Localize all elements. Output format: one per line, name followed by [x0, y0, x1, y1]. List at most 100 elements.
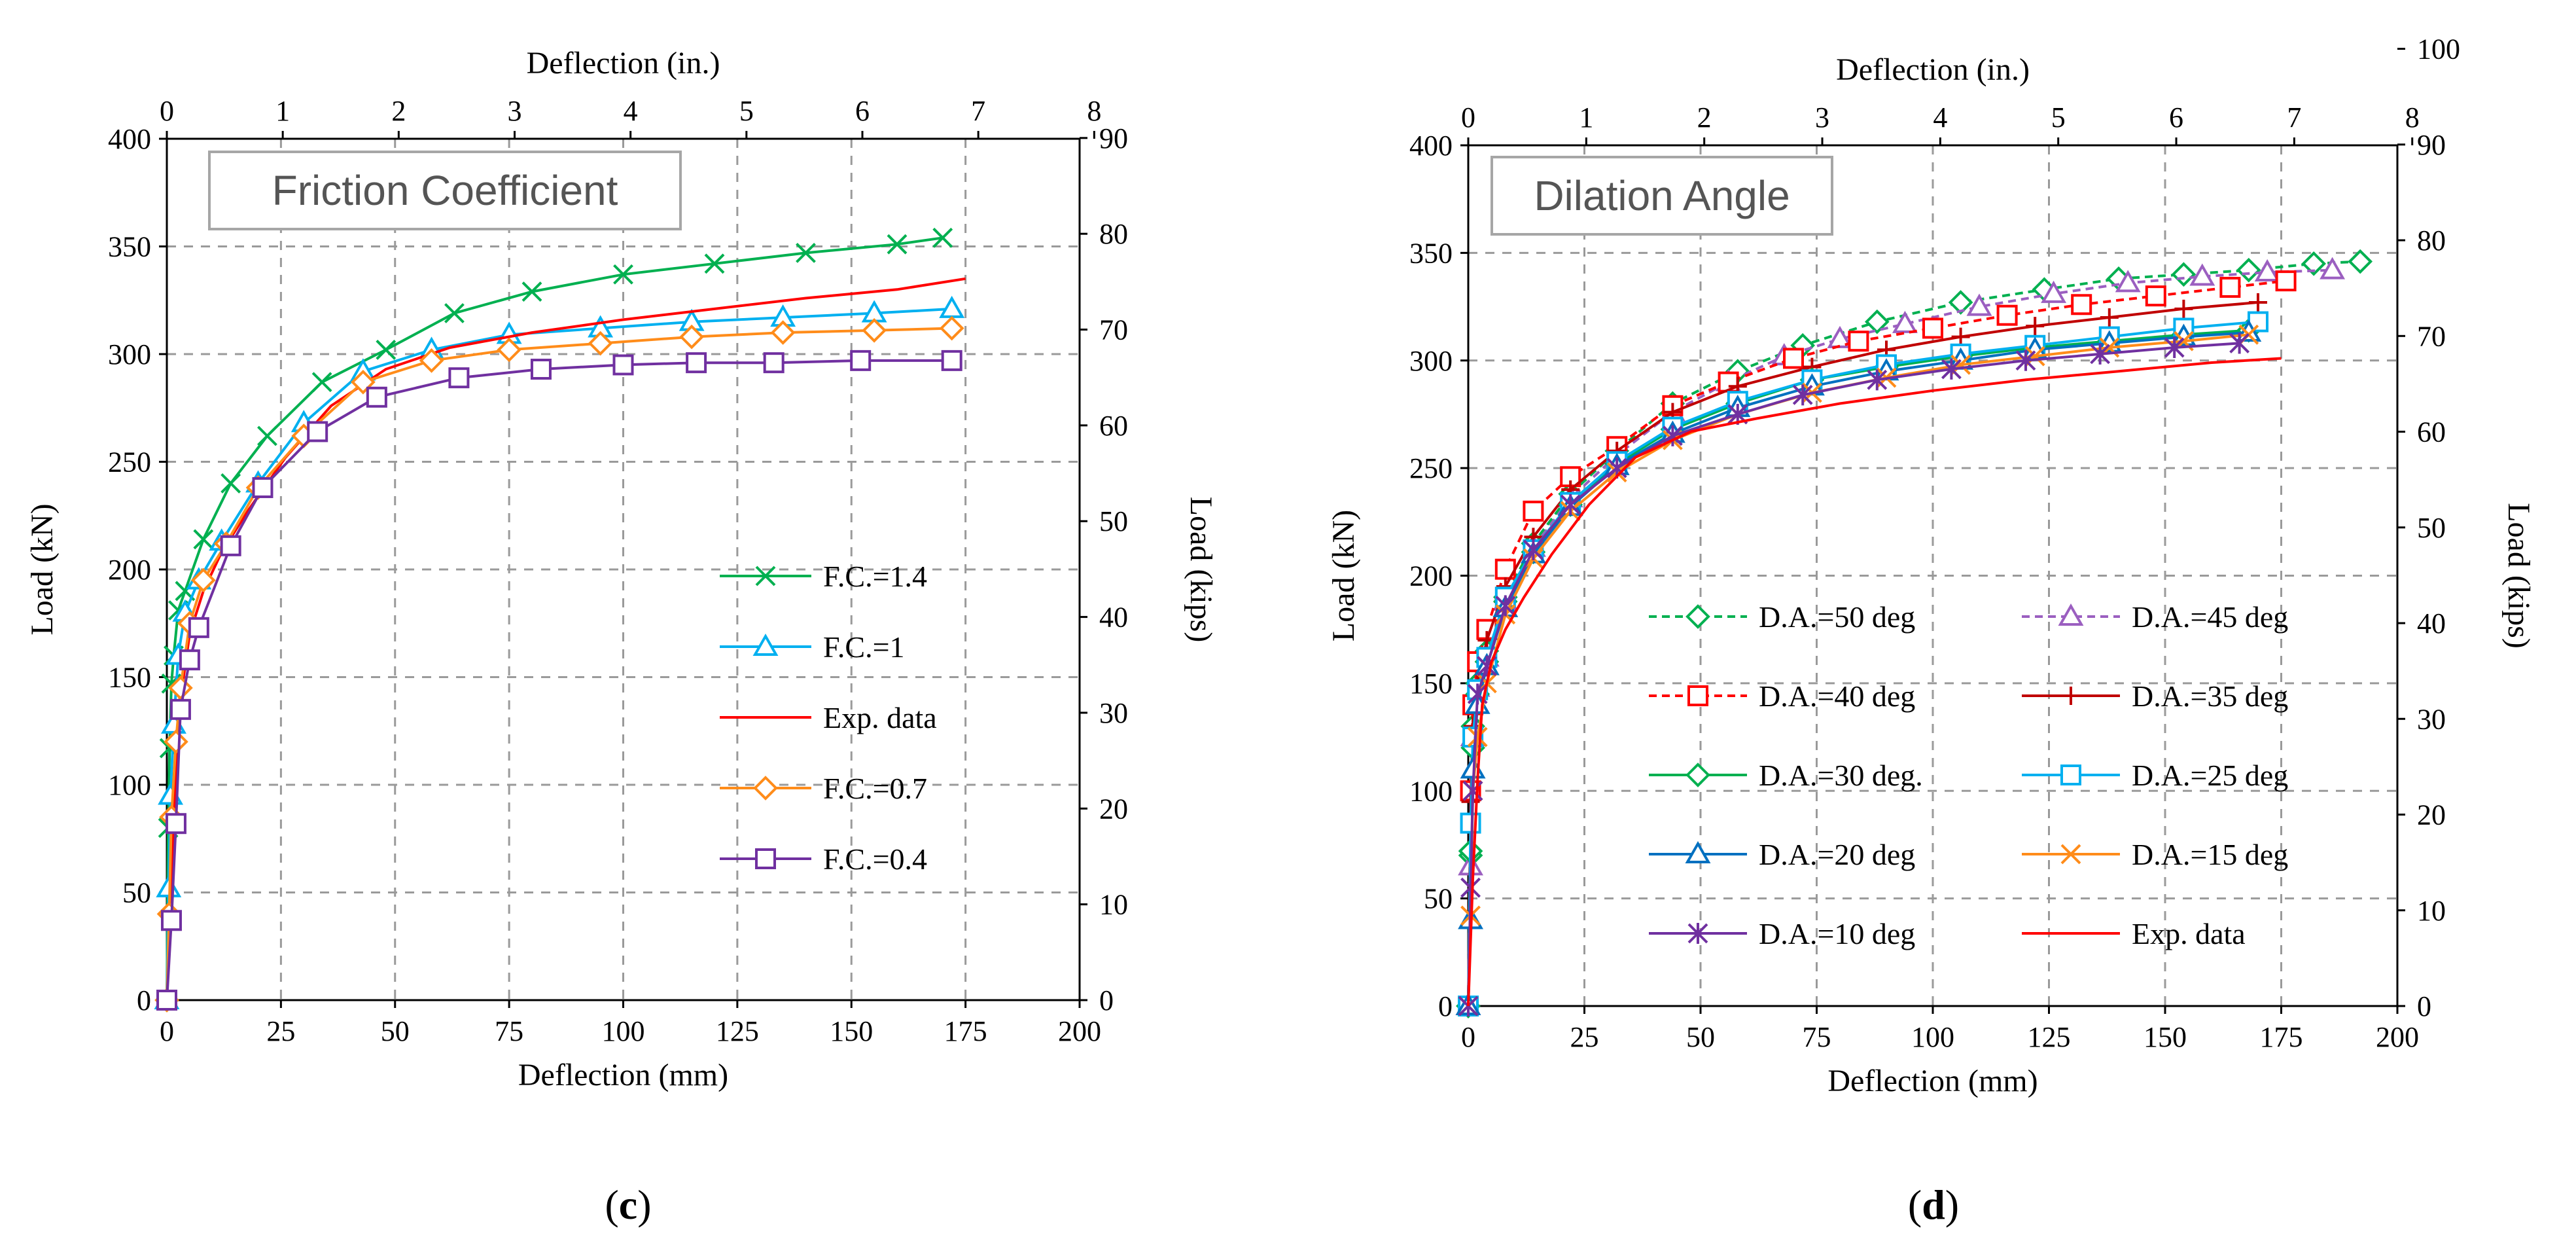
- y-tick-label: 100: [108, 769, 151, 801]
- legend-swatch-marker: [1685, 840, 1711, 863]
- series-line: [1467, 357, 2282, 1007]
- data-point: [366, 386, 387, 408]
- panel-label-open: (: [1908, 1181, 1922, 1228]
- data-point: [311, 372, 332, 393]
- data-point: [2275, 270, 2297, 292]
- data-point: [1523, 500, 1544, 522]
- x-tick-label: 50: [381, 1015, 410, 1047]
- data-point: [164, 729, 188, 755]
- y2-tick-label: 40: [2417, 607, 2446, 639]
- data-point: [887, 234, 908, 255]
- data-point: [613, 264, 633, 285]
- legend-swatch-marker: [1687, 685, 1708, 706]
- y-tick-label: 200: [1409, 560, 1453, 592]
- data-point: [679, 324, 704, 350]
- series-8: [1458, 324, 2259, 1016]
- y2-tick-label: 60: [2417, 416, 2446, 448]
- data-point: [1966, 293, 1992, 316]
- y-tick-label: 200: [108, 554, 151, 586]
- data-point: [1848, 331, 1869, 352]
- panel-label: (c): [605, 1181, 651, 1228]
- data-point: [2219, 276, 2241, 298]
- data-point: [2115, 270, 2141, 293]
- data-point: [1941, 358, 1962, 380]
- chart-panel-c: 0 25 50 75 100 125 150 175 200050100150200250300…: [25, 46, 1218, 1228]
- y-tick-label: 300: [108, 338, 151, 370]
- legend-swatch-marker: [1685, 763, 1710, 787]
- x2-tick-label: 7: [971, 95, 985, 127]
- y2-tick-label: 0: [1099, 984, 1114, 1016]
- data-point: [1867, 369, 1888, 391]
- data-point: [1783, 348, 1804, 369]
- y-tick-label: 250: [1409, 452, 1453, 484]
- panel-label: (d): [1908, 1181, 1959, 1228]
- x-tick-label: 50: [1686, 1021, 1715, 1053]
- data-point: [257, 425, 277, 446]
- y2-tick-label: 80: [1099, 218, 1128, 250]
- x2-tick-label: 2: [391, 95, 406, 127]
- data-point: [850, 350, 872, 371]
- legend-label: Exp. data: [2132, 917, 2246, 950]
- data-point: [307, 421, 328, 442]
- data-point: [1792, 384, 1813, 406]
- legend-swatch-marker: [752, 633, 779, 656]
- chart-panel-d: 0 25 50 75 100 125 150 175 200050100150200250300…: [1326, 33, 2536, 1228]
- y-tick-label: 0: [137, 984, 151, 1016]
- data-point: [1864, 309, 1890, 334]
- x2-tick-label: 8: [1087, 95, 1101, 127]
- data-point: [796, 242, 816, 263]
- series-line: [1467, 333, 2249, 1007]
- y2-tick-label: 20: [2417, 799, 2446, 831]
- legend-swatch-marker: [2058, 603, 2084, 626]
- data-point: [165, 813, 186, 835]
- legend-label: F.C.=1.4: [823, 560, 927, 593]
- legend-label: D.A.=10 deg: [1759, 917, 1915, 950]
- x-tick-label: 175: [944, 1015, 987, 1047]
- x2-tick-label: 1: [1579, 101, 1593, 134]
- y-tick-label: 50: [122, 877, 151, 909]
- data-point: [770, 320, 796, 345]
- series-group: [1455, 249, 2373, 1018]
- data-point: [2071, 294, 2092, 315]
- y-tick-label: 250: [108, 446, 151, 478]
- y2-tick-label: 90: [2417, 129, 2446, 161]
- legend-label: D.A.=45 deg: [2132, 600, 2288, 634]
- x2-tick-label: 3: [507, 95, 521, 127]
- x2-tick-label: 8: [2405, 101, 2420, 134]
- y-tick-label: 350: [1409, 237, 1453, 269]
- y-axis-title: Load (kN): [1326, 510, 1361, 641]
- series-line: [166, 236, 944, 1001]
- legend-label: D.A.=35 deg: [2132, 679, 2288, 713]
- legend-label: D.A.=30 deg.: [1759, 759, 1923, 792]
- data-point: [530, 359, 552, 380]
- data-point: [2145, 285, 2166, 307]
- data-point: [704, 253, 725, 274]
- data-point: [188, 617, 209, 638]
- x2-tick-label: 6: [855, 95, 870, 127]
- y-tick-label: 400: [1409, 130, 1453, 162]
- legend-label: D.A.=40 deg: [1759, 679, 1915, 713]
- data-point: [2189, 263, 2215, 286]
- y2-tick-label: 10: [2417, 895, 2446, 927]
- data-point: [2301, 251, 2327, 276]
- data-point: [1495, 595, 1516, 617]
- data-point: [932, 227, 953, 248]
- y-tick-label: 50: [1424, 883, 1453, 915]
- data-point: [1523, 539, 1544, 561]
- data-point: [2041, 280, 2067, 303]
- series-line: [1467, 301, 2259, 1007]
- y-tick-label: 400: [108, 123, 151, 155]
- y2-tick-label: 30: [2417, 703, 2446, 735]
- legend-swatch-marker: [1685, 604, 1710, 629]
- y2-tick-label: 0: [2417, 990, 2431, 1022]
- data-point: [376, 340, 397, 360]
- data-point: [2100, 308, 2119, 327]
- y-tick-label: 150: [1409, 668, 1453, 700]
- legend-swatch-marker: [2062, 687, 2080, 705]
- panel-label-close: ): [637, 1181, 651, 1228]
- x-tick-label: 125: [2028, 1021, 2071, 1053]
- data-point: [2015, 350, 2036, 371]
- legend: D.A.=50 deg D.A.=45 deg D.A.=40 deg D.A.=35…: [1649, 600, 2288, 950]
- x-tick-label: 125: [716, 1015, 759, 1047]
- y2-tick-label: 90: [1099, 122, 1128, 154]
